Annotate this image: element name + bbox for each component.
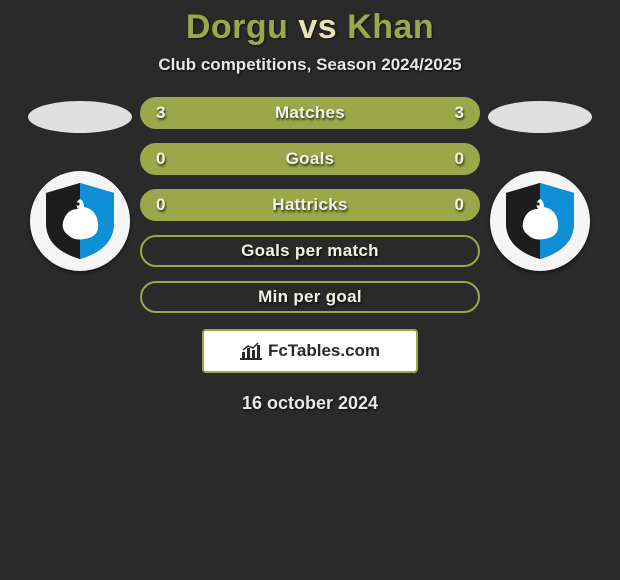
stat-value-left: 3 [156,103,165,123]
stat-value-right: 0 [455,195,464,215]
stats-box: 3 Matches 3 0 Goals 0 0 Hattricks 0 Goals per mat… [140,97,480,313]
left-col [20,97,140,271]
stat-row: 0 Hattricks 0 [140,189,480,221]
stat-value-right: 0 [455,149,464,169]
stat-label: Goals [286,149,335,169]
stat-value-left: 0 [156,149,165,169]
chart-icon [240,342,262,360]
date-text: 16 october 2024 [242,393,378,414]
stat-row: Goals per match [140,235,480,267]
credit-text: FcTables.com [268,341,380,361]
stat-label: Goals per match [241,241,379,261]
club-badge-left [30,171,130,271]
title-vs: vs [298,8,337,46]
stat-label: Min per goal [258,287,362,307]
stat-value-right: 3 [455,103,464,123]
club-badge-right [490,171,590,271]
stat-row: Min per goal [140,281,480,313]
credit-box[interactable]: FcTables.com [202,329,418,373]
shield-icon [498,179,582,263]
flag-left [28,101,132,133]
stat-row: 0 Goals 0 [140,143,480,175]
stat-label: Matches [275,103,345,123]
comparison-card: Dorgu vs Khan Club competitions, Season … [0,0,620,414]
right-col [480,97,600,271]
content-row: 3 Matches 3 0 Goals 0 0 Hattricks 0 Goals per mat… [0,97,620,313]
stat-value-left: 0 [156,195,165,215]
title-player1: Dorgu [186,8,289,46]
shield-icon [38,179,122,263]
subtitle: Club competitions, Season 2024/2025 [158,55,461,75]
title-player2: Khan [347,8,434,46]
page-title: Dorgu vs Khan [186,8,434,47]
flag-right [488,101,592,133]
stat-label: Hattricks [272,195,347,215]
stat-row: 3 Matches 3 [140,97,480,129]
